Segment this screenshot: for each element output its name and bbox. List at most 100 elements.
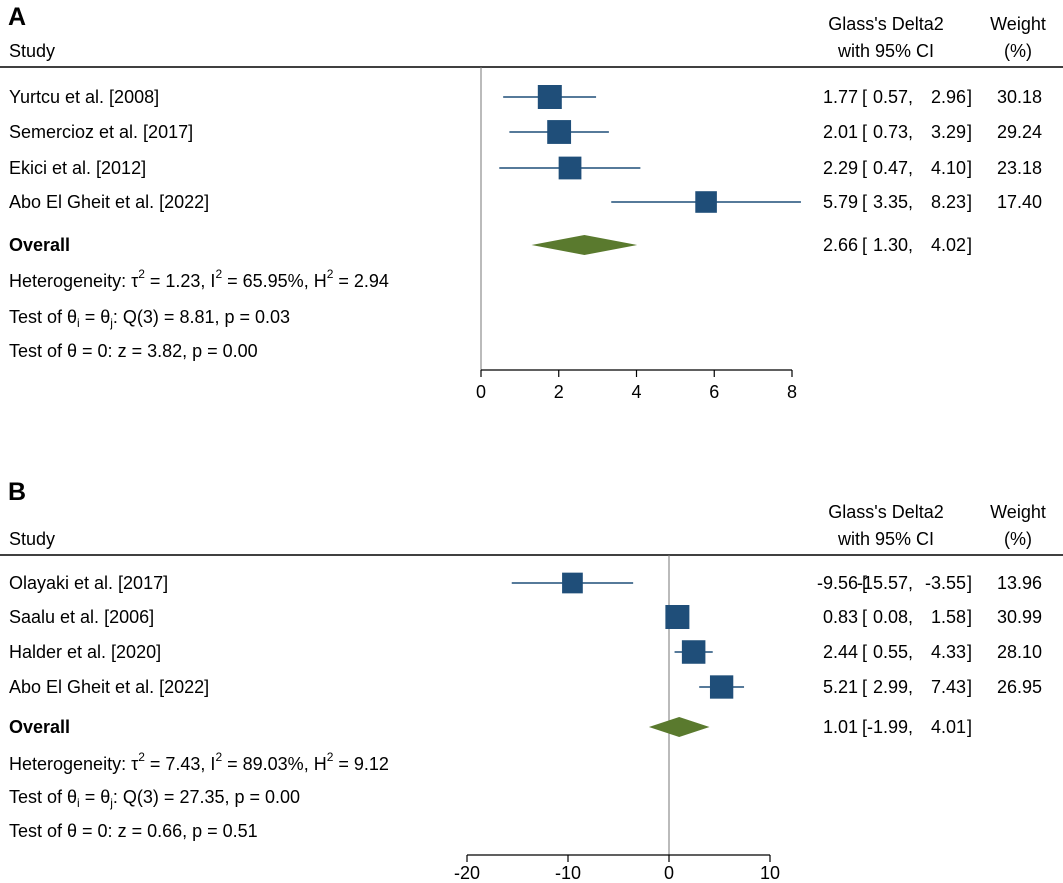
ci-open-bracket: [ (862, 607, 867, 627)
study-row: Yurtcu et al. [2008] 1.77[0.57, 2.96] 30.18 (9, 85, 1042, 109)
ci-close-bracket: ] (967, 607, 972, 627)
effect-estimate: 2.44 (823, 642, 858, 662)
ci-header: with 95% CI (837, 529, 934, 549)
ci-upper: 3.29 (931, 122, 966, 142)
x-axis-tick-label: 10 (760, 863, 780, 883)
study-weight: 23.18 (997, 158, 1042, 178)
ci-close-bracket: ] (967, 192, 972, 212)
effect-estimate: 5.79 (823, 192, 858, 212)
ci-close-bracket: ] (967, 642, 972, 662)
study-effect-marker (558, 156, 582, 180)
study-effect-marker (665, 605, 690, 629)
study-name: Abo El Gheit et al. [2022] (9, 192, 209, 212)
ci-upper: -3.55 (925, 573, 966, 593)
forest-panel-a: A Study Glass's Delta2 with 95% CI Weight (%)… (0, 3, 1063, 402)
effect-estimate: 5.21 (823, 677, 858, 697)
ci-open-bracket: [ (862, 717, 867, 737)
overall-effect-test: Test of θ = 0: z = 3.82, p = 0.00 (9, 341, 258, 361)
study-effect-marker (709, 675, 734, 699)
heterogeneity-statistics: Heterogeneity: τ2 = 7.43, I2 = 89.03%, H… (9, 750, 389, 774)
study-name: Halder et al. [2020] (9, 642, 161, 662)
overall-effect-diamond (648, 717, 710, 737)
ci-lower: -15.57, (857, 573, 913, 593)
effect-estimate: 2.01 (823, 122, 858, 142)
weight-unit-header: (%) (1004, 41, 1032, 61)
overall-ci-upper: 4.01 (931, 717, 966, 737)
study-weight: 13.96 (997, 573, 1042, 593)
panel-label: B (8, 478, 26, 506)
study-weight: 26.95 (997, 677, 1042, 697)
ci-open-bracket: [ (862, 192, 867, 212)
ci-close-bracket: ] (967, 122, 972, 142)
ci-close-bracket: ] (967, 87, 972, 107)
ci-lower: 0.73, (873, 122, 913, 142)
ci-lower: 3.35, (873, 192, 913, 212)
weight-header: Weight (990, 14, 1046, 34)
ci-lower: 0.08, (873, 607, 913, 627)
overall-row: Overall 1.01[-1.99, 4.01] (9, 717, 972, 737)
overall-estimate: 1.01 (823, 717, 858, 737)
ci-close-bracket: ] (967, 573, 972, 593)
effect-estimate: 2.29 (823, 158, 858, 178)
x-axis-tick-label: 8 (787, 382, 797, 402)
ci-lower: 2.99, (873, 677, 913, 697)
effect-estimate: 0.83 (823, 607, 858, 627)
x-axis-tick-label: 0 (664, 863, 674, 883)
panel-label: A (8, 3, 26, 31)
ci-lower: 0.55, (873, 642, 913, 662)
weight-header: Weight (990, 502, 1046, 522)
x-axis-tick-label: 0 (476, 382, 486, 402)
effect-size-header: Glass's Delta2 (828, 502, 943, 522)
ci-upper: 8.23 (931, 192, 966, 212)
ci-upper: 4.10 (931, 158, 966, 178)
study-weight: 29.24 (997, 122, 1042, 142)
study-name: Olayaki et al. [2017] (9, 573, 168, 593)
study-row: Semercioz et al. [2017] 2.01[0.73, 3.29] 29… (9, 120, 1042, 144)
study-column-header: Study (9, 529, 55, 549)
study-name: Semercioz et al. [2017] (9, 122, 193, 142)
study-row: Ekici et al. [2012] 2.29[0.47, 4.10] 23.18 (9, 156, 1042, 180)
study-weight: 30.18 (997, 87, 1042, 107)
ci-open-bracket: [ (862, 122, 867, 142)
ci-close-bracket: ] (967, 158, 972, 178)
study-name: Ekici et al. [2012] (9, 158, 146, 178)
effect-estimate: 1.77 (823, 87, 858, 107)
x-axis-tick-label: 4 (631, 382, 641, 402)
overall-effect-diamond (531, 235, 638, 255)
overall-label: Overall (9, 717, 70, 737)
homogeneity-test: Test of θi = θj: Q(3) = 8.81, p = 0.03 (9, 307, 290, 330)
x-axis-tick-label: 2 (554, 382, 564, 402)
study-weight: 30.99 (997, 607, 1042, 627)
ci-open-bracket: [ (862, 235, 867, 255)
effect-estimate: -9.56 (817, 573, 858, 593)
ci-lower: 0.47, (873, 158, 913, 178)
study-effect-marker (695, 191, 717, 213)
study-row: Abo El Gheit et al. [2022] 5.21[2.99, 7.43… (9, 675, 1042, 699)
overall-ci-lower: -1.99, (867, 717, 913, 737)
study-name: Saalu et al. [2006] (9, 607, 154, 627)
ci-close-bracket: ] (967, 235, 972, 255)
ci-open-bracket: [ (862, 87, 867, 107)
ci-upper: 4.33 (931, 642, 966, 662)
overall-row: Overall 2.66[1.30, 4.02] (9, 235, 972, 255)
weight-unit-header: (%) (1004, 529, 1032, 549)
effect-size-header: Glass's Delta2 (828, 14, 943, 34)
study-row: Olayaki et al. [2017] -9.56 [-15.57, -3.55]… (9, 572, 1042, 594)
study-name: Abo El Gheit et al. [2022] (9, 677, 209, 697)
ci-open-bracket: [ (862, 573, 867, 593)
overall-ci-upper: 4.02 (931, 235, 966, 255)
overall-estimate: 2.66 (823, 235, 858, 255)
study-weight: 17.40 (997, 192, 1042, 212)
ci-open-bracket: [ (862, 677, 867, 697)
x-axis-tick-label: 6 (709, 382, 719, 402)
ci-close-bracket: ] (967, 717, 972, 737)
study-column-header: Study (9, 41, 55, 61)
overall-label: Overall (9, 235, 70, 255)
x-axis-tick-label: -20 (454, 863, 480, 883)
ci-upper: 7.43 (931, 677, 966, 697)
study-weight: 28.10 (997, 642, 1042, 662)
ci-upper: 1.58 (931, 607, 966, 627)
overall-effect-test: Test of θ = 0: z = 0.66, p = 0.51 (9, 821, 258, 841)
ci-header: with 95% CI (837, 41, 934, 61)
